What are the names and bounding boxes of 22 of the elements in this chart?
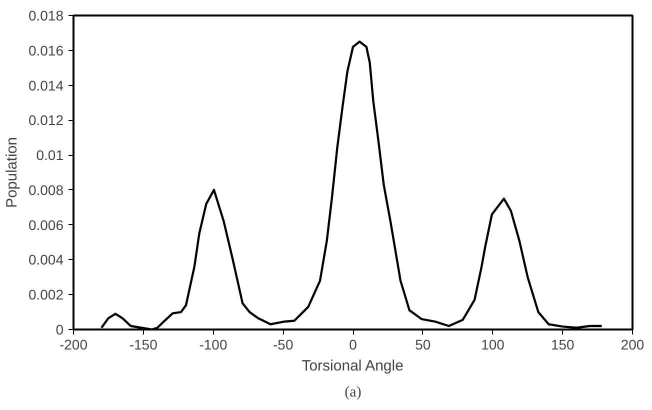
x-tick-label: -100 bbox=[199, 336, 228, 352]
y-axis-title: Population bbox=[3, 137, 20, 208]
x-tick-label: -150 bbox=[129, 336, 158, 352]
y-tick-label: 0.01 bbox=[36, 147, 64, 164]
y-tick-label: 0.014 bbox=[28, 77, 64, 94]
y-tick-label: 0.006 bbox=[28, 216, 64, 233]
y-tick-label: 0.004 bbox=[28, 252, 64, 268]
x-tick-label: 100 bbox=[481, 336, 505, 352]
y-tick-label: 0.002 bbox=[28, 286, 64, 303]
text: (a) bbox=[344, 384, 362, 400]
x-tick-label: 50 bbox=[415, 336, 431, 352]
x-tick-label: -50 bbox=[273, 336, 294, 352]
y-tick-label: 0.008 bbox=[28, 182, 64, 198]
y-tick-label: 0.012 bbox=[28, 112, 64, 128]
x-tick-label: 200 bbox=[620, 336, 644, 352]
x-tick-label: -200 bbox=[59, 336, 88, 352]
x-axis-title: Torsional Angle bbox=[302, 358, 404, 374]
y-tick-label: 0.018 bbox=[28, 8, 64, 24]
x-tick-label: 0 bbox=[349, 336, 358, 352]
x-tick-label: 150 bbox=[550, 336, 575, 352]
y-tick-label: 0.016 bbox=[28, 42, 64, 58]
y-tick-label: 0 bbox=[56, 322, 64, 338]
